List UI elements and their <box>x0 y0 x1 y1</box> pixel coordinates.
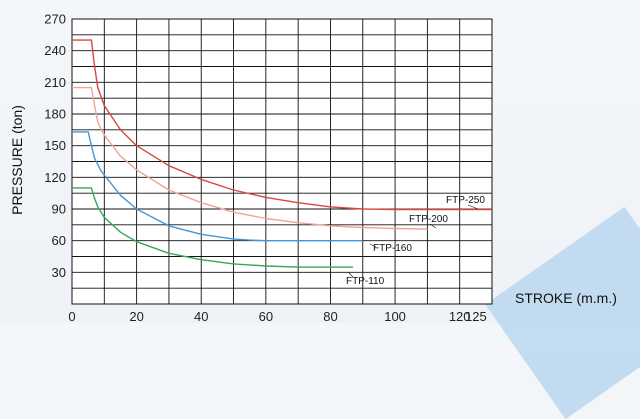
x-tick-label: 20 <box>129 309 143 323</box>
y-tick-label: 240 <box>44 43 66 58</box>
x-tick-label: 0 <box>68 309 75 323</box>
y-tick-label: 180 <box>44 107 66 122</box>
horizontal-gridlines <box>72 34 492 289</box>
series-line-ftp-250 <box>72 39 492 211</box>
x-tick-label: 80 <box>323 309 337 323</box>
y-tick-label: 120 <box>44 170 66 185</box>
y-tick-label: 90 <box>52 202 66 217</box>
x-tick-label: 60 <box>259 309 273 323</box>
y-tick-label: 150 <box>44 138 66 153</box>
series-label-ftp-160: FTP-160 <box>373 243 412 254</box>
series-labels: FTP-250 FTP-200 FTP-160 FTP-110 <box>346 195 485 287</box>
y-tick-label: 210 <box>44 75 66 90</box>
label-leader <box>347 271 354 278</box>
series-label-ftp-200: FTP-200 <box>409 214 448 225</box>
x-tick-label: 120 <box>449 309 471 323</box>
y-axis-title: PRESSURE (ton) <box>9 105 25 215</box>
x-tick-label: 100 <box>384 309 406 323</box>
y-tick-label: 30 <box>52 265 66 280</box>
series-label-ftp-110: FTP-110 <box>346 276 385 287</box>
label-leader <box>369 243 377 248</box>
y-axis-ticks: 30 60 90 120 150 180 210 240 270 <box>44 12 66 280</box>
x-tick-label: 125 <box>465 309 487 323</box>
series-label-ftp-250: FTP-250 <box>446 195 485 206</box>
series-line-ftp-110 <box>72 187 354 268</box>
x-tick-label: 40 <box>194 309 208 323</box>
series-label-leaders <box>347 204 479 278</box>
x-axis-title: STROKE (m.m.) <box>515 290 617 306</box>
label-leader <box>429 223 437 229</box>
series-line-ftp-200 <box>72 86 428 230</box>
label-leader <box>467 204 479 210</box>
y-tick-label: 60 <box>52 233 66 248</box>
series-line-ftp-160 <box>72 131 363 242</box>
series-curves <box>72 39 492 268</box>
y-tick-label: 270 <box>44 12 66 27</box>
